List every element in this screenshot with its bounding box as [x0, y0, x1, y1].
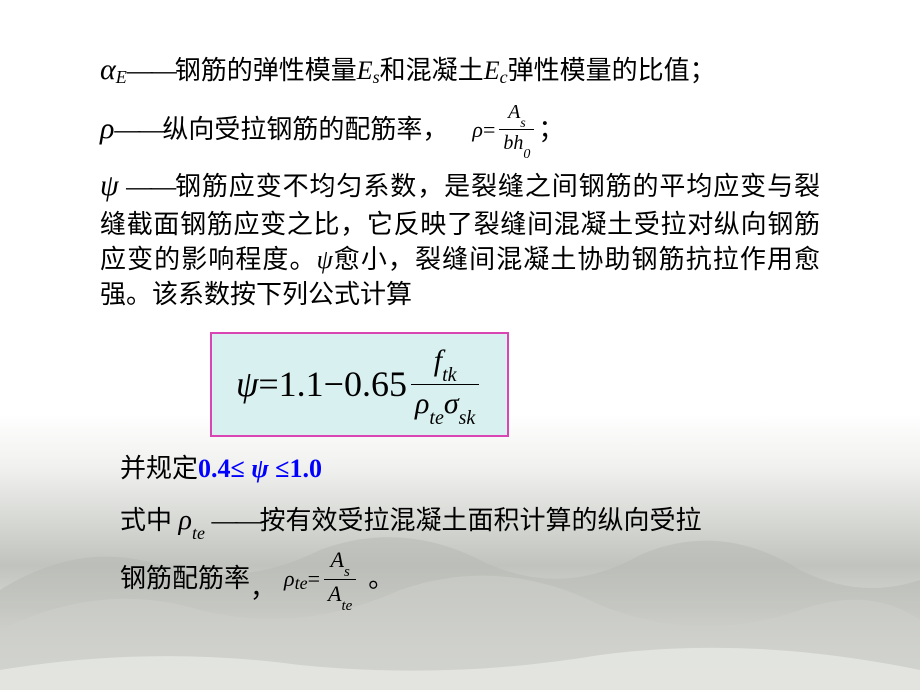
tail: ； — [538, 112, 564, 147]
slide-content: αE —— 钢筋的弹性模量 Es 和混凝土 Ec 弹性模量的比值； ρ —— 纵… — [0, 0, 920, 650]
rho-te-definition: 式中 ρte ——按有效受拉混凝土面积计算的纵向受拉 钢筋配筋率， ρte = … — [120, 502, 820, 610]
text: 弹性模量的比值； — [508, 53, 716, 88]
psi-definition: ψ ——钢筋应变不均匀系数，是裂缝之间钢筋的平均应变与裂缝截面钢筋应变之比，它反… — [100, 166, 820, 312]
prefix: 式中 — [120, 506, 179, 535]
dash: —— — [114, 112, 162, 147]
range-symbol: ψ — [245, 454, 275, 483]
fraction: As Ate — [324, 548, 356, 611]
psi-symbol: ψ — [100, 169, 119, 202]
rho-te-formula: ρte = As Ate — [284, 548, 360, 611]
rho-symbol: ρ — [100, 109, 114, 150]
text: 钢筋的弹性模量 — [175, 53, 357, 88]
dash: —— — [127, 53, 175, 88]
alpha-sub: E — [116, 65, 127, 89]
range-prefix: 并规定 — [120, 454, 198, 483]
main-formula-box: ψ = 1.1 − 0.65 ftk ρteσsk — [210, 332, 509, 437]
fraction: As bh0 — [499, 101, 534, 159]
text: 按有效受拉混凝土面积计算的纵向受拉 — [259, 506, 701, 535]
text: 纵向受拉钢筋的配筋率， — [162, 112, 448, 147]
text: 和混凝土 — [380, 53, 484, 88]
rho-definition: ρ —— 纵向受拉钢筋的配筋率， ρ = As bh0 ； — [100, 101, 820, 159]
psi-range: 并规定0.4≤ ψ ≤1.0 — [120, 451, 820, 486]
range-lower: 0.4≤ — [198, 454, 245, 483]
text: 钢筋配筋率 — [120, 561, 250, 596]
dash: —— — [126, 172, 174, 201]
alpha-e-definition: αE —— 钢筋的弹性模量 Es 和混凝土 Ec 弹性模量的比值； — [100, 50, 820, 91]
range-upper: ≤1.0 — [275, 454, 322, 483]
rho-formula: ρ = As bh0 — [472, 101, 538, 159]
fraction: ftk ρteσsk — [411, 344, 479, 425]
E-c: E — [484, 53, 500, 88]
tail: 。 — [368, 561, 394, 596]
alpha-symbol: α — [100, 50, 116, 91]
psi-inline: ψ — [317, 245, 333, 274]
E-s: E — [357, 53, 373, 88]
rho-te-symbol: ρ — [179, 505, 192, 536]
psi-formula: ψ = 1.1 − 0.65 ftk ρteσsk — [236, 344, 483, 425]
dash: —— — [211, 506, 259, 535]
